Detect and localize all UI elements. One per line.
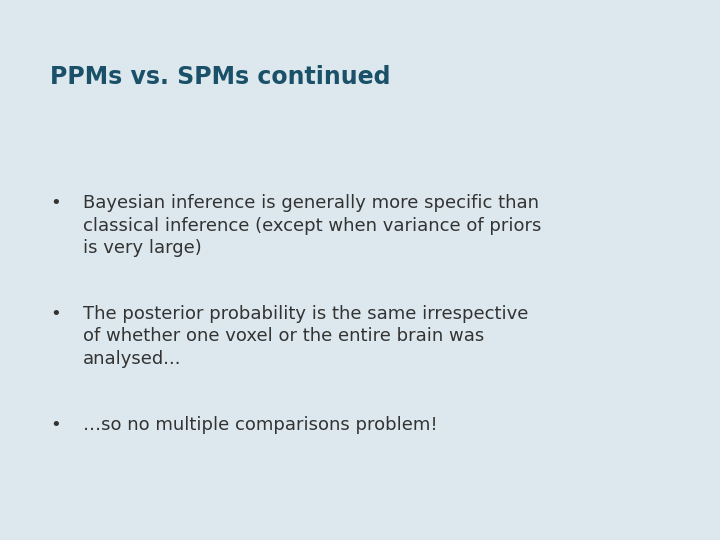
Text: Bayesian inference is generally more specific than
classical inference (except w: Bayesian inference is generally more spe…	[83, 194, 541, 257]
Text: …so no multiple comparisons problem!: …so no multiple comparisons problem!	[83, 416, 438, 434]
Text: PPMs vs. SPMs continued: PPMs vs. SPMs continued	[50, 65, 391, 89]
Text: •: •	[50, 305, 61, 323]
Text: •: •	[50, 416, 61, 434]
Text: The posterior probability is the same irrespective
of whether one voxel or the e: The posterior probability is the same ir…	[83, 305, 528, 368]
Text: •: •	[50, 194, 61, 212]
